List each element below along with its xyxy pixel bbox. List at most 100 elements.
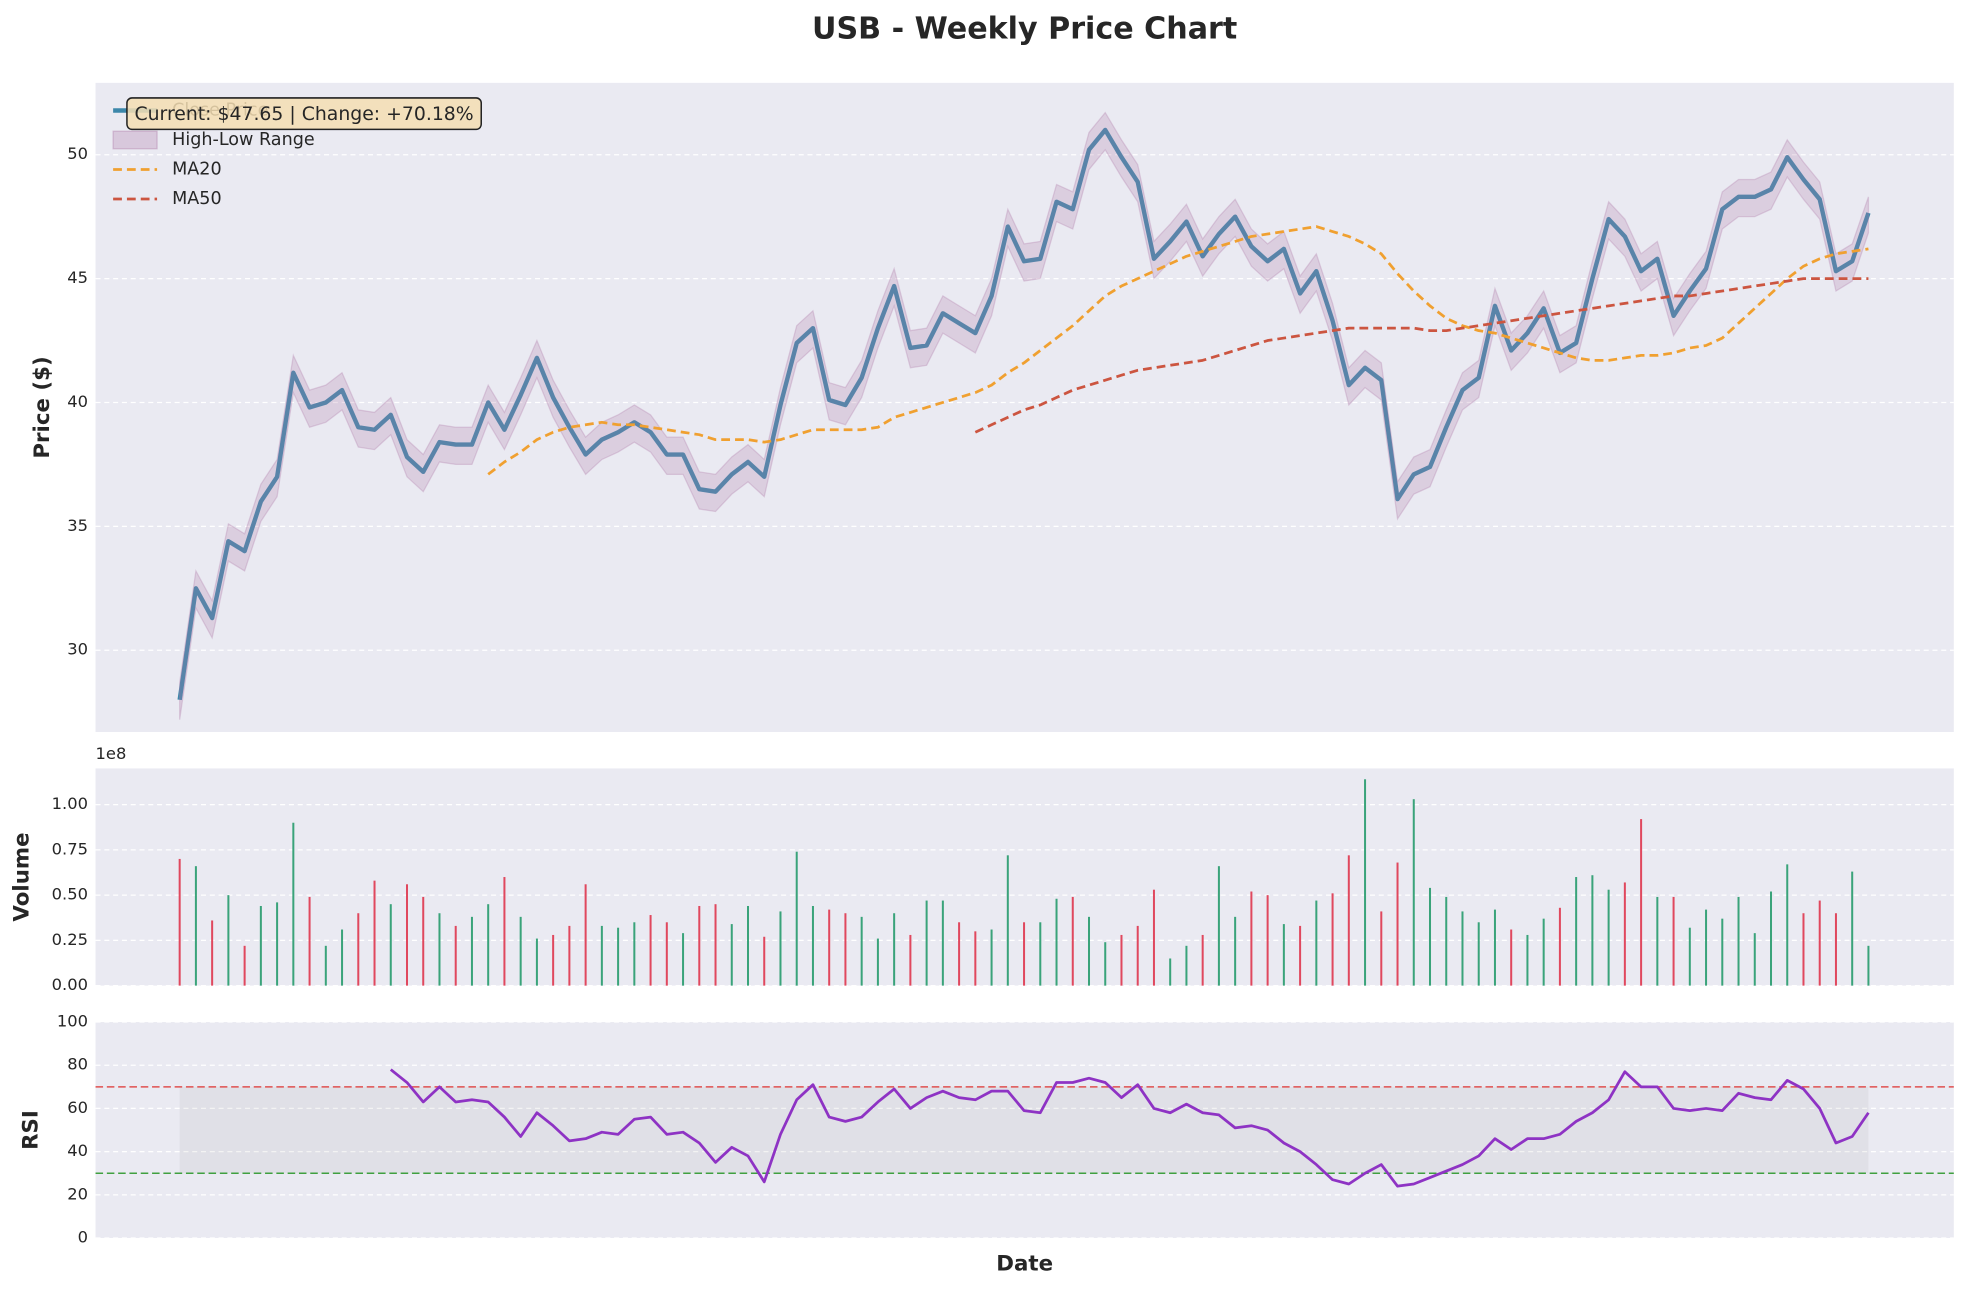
volume-bar	[389, 904, 392, 986]
volume-bar	[308, 896, 311, 986]
y-tick-label: 0	[78, 1228, 88, 1247]
volume-bar	[1331, 893, 1334, 986]
volume-bar	[454, 925, 457, 986]
volume-bar	[649, 915, 652, 986]
volume-bar	[1477, 922, 1480, 986]
y-tick-label: 35	[67, 516, 88, 535]
volume-bar	[519, 916, 522, 986]
volume-bar	[405, 884, 409, 986]
volume-bar	[860, 916, 863, 986]
volume-bar	[941, 900, 944, 986]
volume-bar	[1834, 913, 1837, 986]
legend-label: MA50	[172, 189, 222, 209]
y-tick-label: 30	[67, 640, 88, 659]
volume-bar	[1299, 925, 1302, 986]
volume-bar	[438, 913, 441, 986]
volume-bar	[1867, 945, 1870, 986]
volume-bar	[1818, 900, 1821, 986]
volume-bar	[292, 822, 295, 986]
volume-bar	[1136, 925, 1139, 986]
chart-title: USB - Weekly Price Chart	[812, 12, 1237, 47]
volume-bar	[1786, 864, 1789, 986]
y-tick-label: 40	[67, 1141, 88, 1160]
volume-bar	[795, 851, 798, 986]
volume-bar	[194, 866, 197, 986]
volume-bar	[714, 904, 717, 986]
volume-bar	[243, 945, 246, 986]
volume-bar	[1250, 891, 1253, 986]
volume-bar	[893, 913, 896, 986]
volume-bar	[1607, 889, 1610, 986]
volume-bar	[1315, 900, 1318, 986]
x-axis-label: Date	[996, 1251, 1053, 1276]
volume-bar	[568, 925, 571, 986]
y-tick-label: 40	[67, 392, 88, 411]
volume-bar	[1493, 909, 1496, 986]
volume-bar	[1526, 934, 1529, 986]
volume-bar	[584, 884, 587, 986]
series-line	[177, 127, 1871, 701]
y-tick-label: 0.00	[52, 975, 88, 994]
volume-bar	[1542, 918, 1545, 986]
volume-bar	[1055, 898, 1058, 986]
volume-bar	[1201, 934, 1204, 986]
volume-bar	[665, 922, 668, 986]
volume-bar	[1688, 927, 1691, 986]
volume-bar	[698, 905, 701, 986]
volume-bar	[1672, 896, 1675, 986]
volume-bar	[958, 922, 961, 986]
volume-bar	[1753, 933, 1756, 986]
volume-bar	[682, 933, 685, 986]
volume-bar	[1428, 887, 1432, 986]
plot-area	[95, 1022, 1954, 1239]
volume-bar	[925, 900, 928, 986]
volume-bar	[974, 931, 977, 986]
volume-bar	[1396, 862, 1399, 986]
volume-bar	[1737, 896, 1740, 986]
volume-bar	[828, 909, 831, 986]
volume-bar	[844, 913, 847, 986]
volume-bar	[1152, 889, 1155, 986]
volume-bar	[876, 938, 879, 986]
volume-bar	[1558, 907, 1561, 986]
volume-bar	[276, 902, 279, 986]
y-tick-label: 50	[67, 144, 88, 163]
volume-bar	[763, 936, 766, 986]
volume-bar	[324, 945, 327, 986]
volume-bar	[1087, 916, 1091, 986]
volume-bar	[730, 924, 733, 986]
neutral-zone	[179, 1086, 1869, 1174]
volume-bar	[633, 922, 636, 986]
volume-bar	[1721, 918, 1724, 986]
volume-bar	[227, 895, 230, 986]
volume-bar	[341, 929, 344, 986]
y-tick-label: 100	[57, 1012, 88, 1031]
volume-bar	[1039, 922, 1042, 986]
series-line	[389, 1068, 1870, 1188]
volume-bar	[357, 913, 360, 986]
volume-bar	[1347, 855, 1350, 986]
y-tick-label: 0.25	[52, 930, 88, 949]
volume-bar	[1656, 896, 1659, 986]
volume-bar	[1380, 911, 1383, 986]
volume-bar	[1640, 819, 1643, 986]
volume-bar	[746, 905, 750, 986]
legend-swatch	[112, 130, 158, 150]
axis-offset-label: 1e8	[96, 744, 127, 763]
moving-average-line	[974, 277, 1869, 434]
volume-bar	[1364, 779, 1367, 986]
plot-area	[95, 82, 1954, 733]
volume-bar	[1445, 896, 1448, 986]
volume-bar	[1185, 945, 1188, 986]
annotation: Current: $47.65 | Change: +70.18%	[134, 104, 473, 125]
volume-bar	[1412, 799, 1415, 986]
volume-bar	[1623, 882, 1626, 986]
y-tick-label: 45	[67, 268, 88, 287]
volume-bar	[617, 927, 620, 986]
y-axis-label: Price ($)	[30, 356, 55, 458]
volume-bar	[211, 920, 214, 986]
volume-bar	[1120, 934, 1123, 986]
volume-bar	[1282, 924, 1285, 986]
